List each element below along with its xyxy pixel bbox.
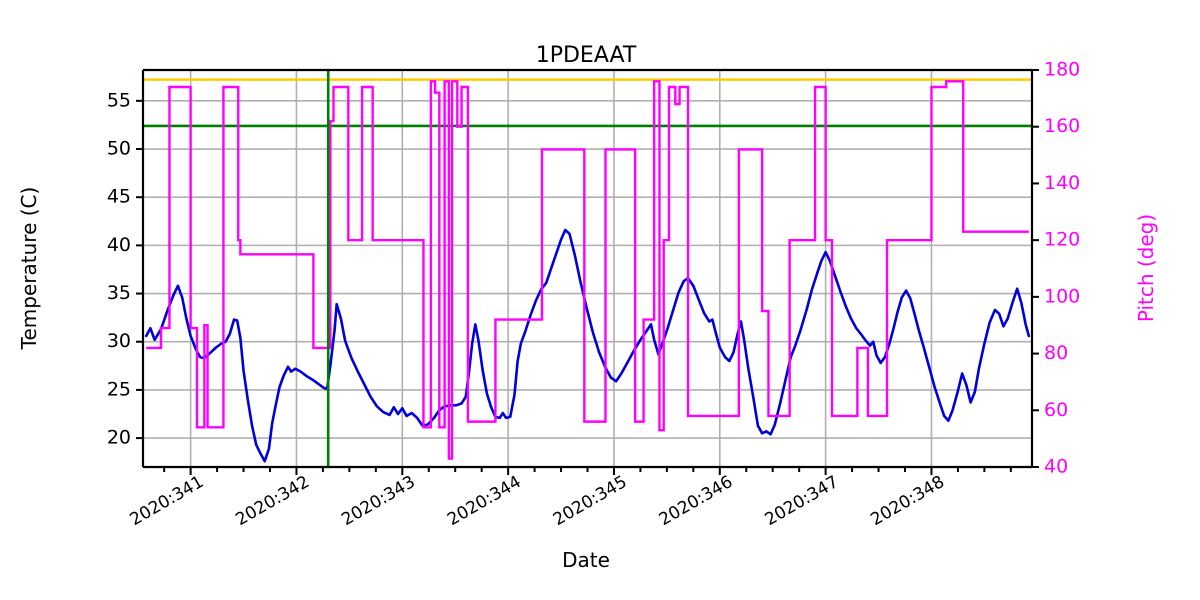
y-axis-title-right: Pitch (deg) (1134, 214, 1158, 322)
axis-ticks (136, 69, 1039, 475)
page-title: 1PDEAAT (536, 43, 637, 68)
y-tick-label-left: 40 (107, 234, 131, 256)
y-tick-label-left: 20 (107, 427, 131, 449)
x-tick-label: 2020:345 (550, 472, 631, 530)
y-tick-label-right: 180 (1044, 59, 1080, 81)
grid-lines (143, 70, 1032, 467)
y-tick-label-left: 25 (107, 378, 131, 400)
temperature-series-line (144, 228, 1031, 463)
y-axis-title-left: Temperature (C) (17, 187, 41, 351)
y-tick-label-right: 160 (1044, 115, 1080, 137)
y-tick-label-right: 80 (1044, 342, 1068, 364)
x-tick-label: 2020:343 (338, 472, 419, 530)
data-series (144, 80, 1031, 463)
x-tick-label: 2020:346 (656, 472, 737, 530)
x-tick-label: 2020:344 (444, 472, 525, 530)
limit-lines (143, 78, 1032, 128)
y-tick-label-left: 35 (107, 282, 131, 304)
x-tick-label: 2020:347 (762, 472, 843, 530)
y-tick-label-right: 60 (1044, 399, 1068, 421)
x-tick-label: 2020:341 (127, 472, 208, 530)
y-tick-label-left: 50 (107, 138, 131, 160)
y-tick-label-right: 100 (1044, 285, 1080, 307)
y-tick-label-left: 55 (107, 89, 131, 111)
y-tick-label-right: 140 (1044, 172, 1080, 194)
x-tick-label: 2020:348 (867, 472, 948, 530)
y-tick-label-right: 120 (1044, 229, 1080, 251)
y-tick-label-left: 30 (107, 330, 131, 352)
x-tick-label: 2020:342 (232, 472, 313, 530)
y-tick-label-right: 40 (1044, 456, 1068, 478)
pitch-series-line (146, 80, 1029, 460)
x-axis-title: Date (562, 548, 610, 572)
y-tick-label-left: 45 (107, 186, 131, 208)
